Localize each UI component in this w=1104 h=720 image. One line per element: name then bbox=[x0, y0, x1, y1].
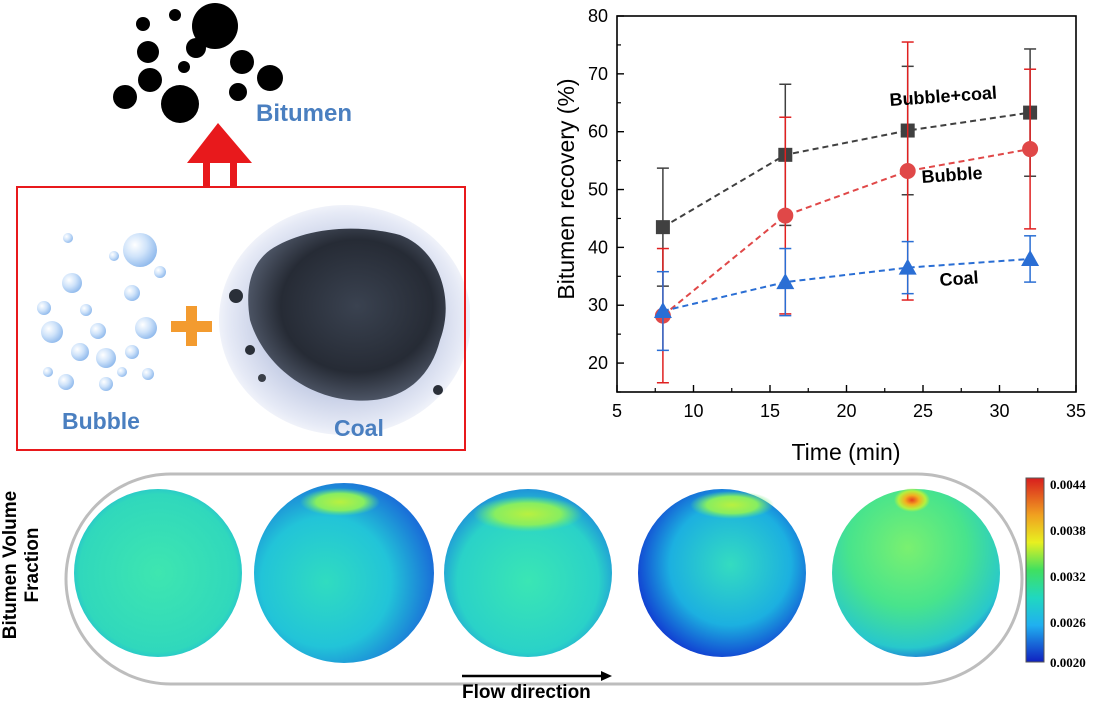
y-tick-label: 30 bbox=[588, 295, 608, 315]
x-tick-label: 25 bbox=[913, 401, 933, 421]
coal-photo bbox=[219, 205, 470, 435]
plus-icon bbox=[171, 306, 212, 346]
y-tick-label: 20 bbox=[588, 353, 608, 373]
series-label-bubble-coal: Bubble+coal bbox=[889, 83, 998, 110]
colorbar-tick-3: 0.0026 bbox=[1050, 615, 1086, 630]
plot-frame bbox=[616, 15, 1077, 393]
x-tick-label: 20 bbox=[836, 401, 856, 421]
colorbar-tick-4: 0.0020 bbox=[1050, 655, 1086, 670]
data-point-circle bbox=[1022, 141, 1039, 158]
colorbar-tick-0: 0.0044 bbox=[1050, 477, 1086, 492]
contour-section-3 bbox=[444, 489, 612, 657]
contour-section-4 bbox=[638, 489, 806, 657]
x-tick-label: 5 bbox=[612, 401, 622, 421]
data-point-triangle bbox=[1021, 249, 1040, 266]
data-point-circle bbox=[899, 163, 916, 180]
series-label-coal: Coal bbox=[939, 267, 979, 290]
y-axis-label: Bitumen recovery (%) bbox=[553, 78, 579, 299]
mixing-illustration bbox=[37, 3, 470, 435]
data-point-square bbox=[655, 220, 670, 235]
pipe-outline bbox=[64, 472, 1024, 686]
chart-axes: 5 10 15 20 25 30 35 20 30 40 50 60 70 80 bbox=[588, 6, 1086, 421]
data-point-circle bbox=[777, 207, 794, 224]
bubble-label: Bubble bbox=[62, 408, 140, 434]
x-tick-label: 10 bbox=[683, 401, 703, 421]
y-tick-label: 40 bbox=[588, 237, 608, 257]
data-point-triangle bbox=[776, 273, 795, 290]
contour-section-1 bbox=[74, 489, 242, 657]
series-line bbox=[662, 111, 1031, 228]
colorbar bbox=[1025, 477, 1045, 663]
colorbar-tick-2: 0.0032 bbox=[1050, 569, 1086, 584]
series-line bbox=[662, 148, 1031, 317]
x-tick-label: 15 bbox=[760, 401, 780, 421]
contour-section-5 bbox=[832, 488, 1000, 657]
x-tick-label: 30 bbox=[989, 401, 1009, 421]
flow-direction-label: Flow direction bbox=[462, 682, 591, 703]
bitumen-label: Bitumen bbox=[256, 100, 352, 127]
volume-fraction-panel bbox=[64, 472, 1045, 686]
series-label-bubble: Bubble bbox=[921, 163, 983, 187]
y-tick-label: 50 bbox=[588, 180, 608, 200]
y-tick-label: 60 bbox=[588, 122, 608, 142]
chart-series bbox=[653, 41, 1040, 384]
data-point-triangle bbox=[653, 302, 672, 319]
recovery-chart: 5 10 15 20 25 30 35 20 30 40 50 60 70 80 Time (min) B… bbox=[553, 6, 1086, 465]
coal-label: Coal bbox=[334, 415, 384, 441]
flow-direction-arrow bbox=[462, 671, 612, 681]
y-tick-label: 70 bbox=[588, 64, 608, 84]
volume-fraction-title-line2: Fraction bbox=[22, 527, 43, 603]
series-line bbox=[662, 257, 1031, 312]
volume-fraction-title-line1: Bitumen Volume bbox=[0, 490, 21, 640]
x-axis-label: Time (min) bbox=[791, 439, 900, 465]
bitumen-droplets bbox=[113, 3, 283, 123]
y-tick-label: 80 bbox=[588, 6, 608, 26]
bubbles-icon bbox=[37, 233, 166, 391]
colorbar-tick-1: 0.0038 bbox=[1050, 523, 1086, 538]
series-coal bbox=[653, 235, 1040, 352]
mixture-box bbox=[16, 186, 466, 451]
x-tick-label: 35 bbox=[1066, 401, 1086, 421]
data-point-triangle bbox=[898, 258, 917, 275]
contour-section-2 bbox=[254, 483, 434, 663]
up-arrow bbox=[187, 123, 252, 188]
